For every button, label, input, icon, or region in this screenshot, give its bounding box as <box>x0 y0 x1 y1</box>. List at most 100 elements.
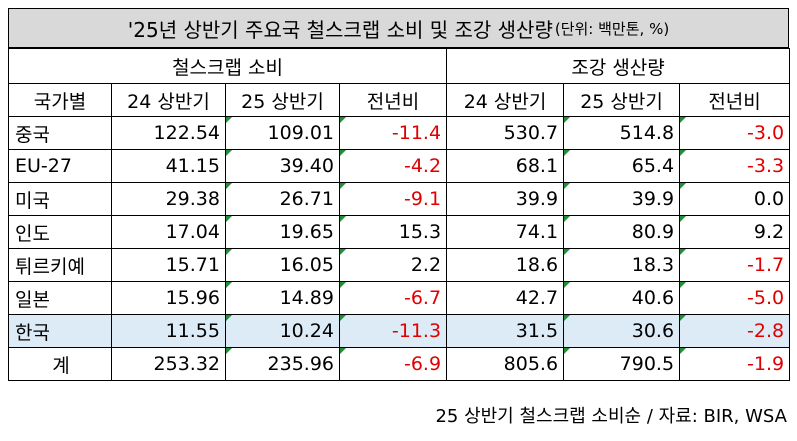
cell-marker-triangle <box>340 117 346 123</box>
cell-marker-triangle <box>226 348 232 354</box>
scrap-yoy-cell: 15.3 <box>338 215 448 249</box>
cell-marker-triangle <box>564 348 571 354</box>
scrap-24-cell: 122.54 <box>111 116 226 150</box>
steel-yoy-cell: 0.0 <box>679 182 791 216</box>
scrap-25-cell: 26.71 <box>225 182 340 216</box>
cell-marker-triangle <box>680 117 687 123</box>
total-steel-25-cell: 790.5 <box>563 347 681 381</box>
scrap-25-cell: 16.05 <box>225 248 340 282</box>
scrap-25-cell: 10.24 <box>225 314 340 348</box>
column-header-steel-yoy: 전년비 <box>679 83 791 117</box>
cell-marker-triangle <box>680 183 687 189</box>
steel-yoy-cell: 9.2 <box>679 215 791 249</box>
total-scrap-24-cell: 253.32 <box>111 347 226 381</box>
steel-yoy-cell: -2.8 <box>679 314 791 348</box>
country-cell: 튀르키예 <box>8 248 112 282</box>
scrap-yoy-cell: -6.7 <box>338 281 448 315</box>
total-label-cell: 계 <box>8 347 112 381</box>
column-header-country: 국가별 <box>8 83 112 117</box>
total-steel-24-cell: 805.6 <box>446 347 565 381</box>
table-row: 중국 122.54 109.01 -11.4 530.7 514.8 -3.0 <box>8 116 791 150</box>
cell-marker-triangle <box>680 249 687 255</box>
country-cell: EU-27 <box>8 149 112 183</box>
scrap-24-cell: 11.55 <box>111 314 226 348</box>
column-header-steel-25: 25 상반기 <box>563 83 681 117</box>
total-scrap-25-cell: 235.96 <box>225 347 340 381</box>
country-cell: 중국 <box>8 116 112 150</box>
cell-marker-triangle <box>680 282 687 288</box>
cell-marker-triangle <box>226 117 232 123</box>
scrap-yoy-cell: -11.4 <box>338 116 448 150</box>
scrap-yoy-cell: -11.3 <box>338 314 448 348</box>
steel-24-cell: 39.9 <box>446 182 565 216</box>
scrap-24-cell: 41.15 <box>111 149 226 183</box>
country-cell: 미국 <box>8 182 112 216</box>
steel-25-cell: 514.8 <box>563 116 681 150</box>
cell-marker-triangle <box>680 315 687 321</box>
steel-yoy-cell: -3.3 <box>679 149 791 183</box>
cell-marker-triangle <box>564 282 571 288</box>
steel-25-cell: 18.3 <box>563 248 681 282</box>
group-header-row: 철스크랩 소비 조강 생산량 <box>7 48 791 84</box>
steel-25-cell: 40.6 <box>563 281 681 315</box>
scrap-yoy-cell: -9.1 <box>338 182 448 216</box>
steel-yoy-cell: -5.0 <box>679 281 791 315</box>
group-header-scrap: 철스크랩 소비 <box>7 48 448 84</box>
cell-marker-triangle <box>226 315 232 321</box>
table-title: '25년 상반기 주요국 철스크랩 소비 및 조강 생산량 <box>127 17 553 42</box>
cell-marker-triangle <box>564 216 571 222</box>
column-header-steel-24: 24 상반기 <box>446 83 565 117</box>
cell-marker-triangle <box>226 216 232 222</box>
group-header-steel: 조강 생산량 <box>446 48 791 84</box>
steel-24-cell: 530.7 <box>446 116 565 150</box>
cell-marker-triangle <box>340 216 346 222</box>
cell-marker-triangle <box>680 216 687 222</box>
scrap-yoy-cell: -4.2 <box>338 149 448 183</box>
table-title-bar: '25년 상반기 주요국 철스크랩 소비 및 조강 생산량 (단위: 백만톤, … <box>8 8 789 48</box>
column-header-row: 국가별 24 상반기 25 상반기 전년비 24 상반기 25 상반기 전년비 <box>8 83 791 117</box>
country-cell: 한국 <box>8 314 112 348</box>
steel-25-cell: 39.9 <box>563 182 681 216</box>
cell-marker-triangle <box>340 315 346 321</box>
scrap-24-cell: 15.96 <box>111 281 226 315</box>
cell-marker-triangle <box>340 183 346 189</box>
table-row-highlighted: 한국 11.55 10.24 -11.3 31.5 30.6 -2.8 <box>8 314 791 348</box>
scrap-24-cell: 15.71 <box>111 248 226 282</box>
cell-marker-triangle <box>226 249 232 255</box>
steel-24-cell: 74.1 <box>446 215 565 249</box>
steel-25-cell: 65.4 <box>563 149 681 183</box>
column-header-scrap-25: 25 상반기 <box>225 83 340 117</box>
scrap-24-cell: 17.04 <box>111 215 226 249</box>
cell-marker-triangle <box>226 183 232 189</box>
unit-note: (단위: 백만톤, %) <box>554 19 670 38</box>
cell-marker-triangle <box>564 315 571 321</box>
steel-yoy-cell: -3.0 <box>679 116 791 150</box>
table-row: 일본 15.96 14.89 -6.7 42.7 40.6 -5.0 <box>8 281 791 315</box>
scrap-yoy-cell: 2.2 <box>338 248 448 282</box>
steel-yoy-cell: -1.7 <box>679 248 791 282</box>
cell-marker-triangle <box>680 150 687 156</box>
steel-25-cell: 30.6 <box>563 314 681 348</box>
cell-marker-triangle <box>680 348 687 354</box>
table-row: 미국 29.38 26.71 -9.1 39.9 39.9 0.0 <box>8 182 791 216</box>
table-row: EU-27 41.15 39.40 -4.2 68.1 65.4 -3.3 <box>8 149 791 183</box>
steel-24-cell: 68.1 <box>446 149 565 183</box>
scrap-25-cell: 39.40 <box>225 149 340 183</box>
cell-marker-triangle <box>340 348 346 354</box>
data-table: 철스크랩 소비 조강 생산량 국가별 24 상반기 25 상반기 전년비 24 … <box>7 48 791 381</box>
cell-marker-triangle <box>226 150 232 156</box>
source-footnote: 25 상반기 철스크랩 소비순 / 자료: BIR, WSA <box>435 406 787 427</box>
country-cell: 인도 <box>8 215 112 249</box>
column-header-scrap-24: 24 상반기 <box>111 83 226 117</box>
scrap-25-cell: 14.89 <box>225 281 340 315</box>
steel-25-cell: 80.9 <box>563 215 681 249</box>
scrap-25-cell: 19.65 <box>225 215 340 249</box>
scrap-24-cell: 29.38 <box>111 182 226 216</box>
scrap-25-cell: 109.01 <box>225 116 340 150</box>
cell-marker-triangle <box>564 249 571 255</box>
cell-marker-triangle <box>340 150 346 156</box>
column-header-scrap-yoy: 전년비 <box>338 83 448 117</box>
cell-marker-triangle <box>564 183 571 189</box>
total-scrap-yoy-cell: -6.9 <box>338 347 448 381</box>
steel-24-cell: 31.5 <box>446 314 565 348</box>
